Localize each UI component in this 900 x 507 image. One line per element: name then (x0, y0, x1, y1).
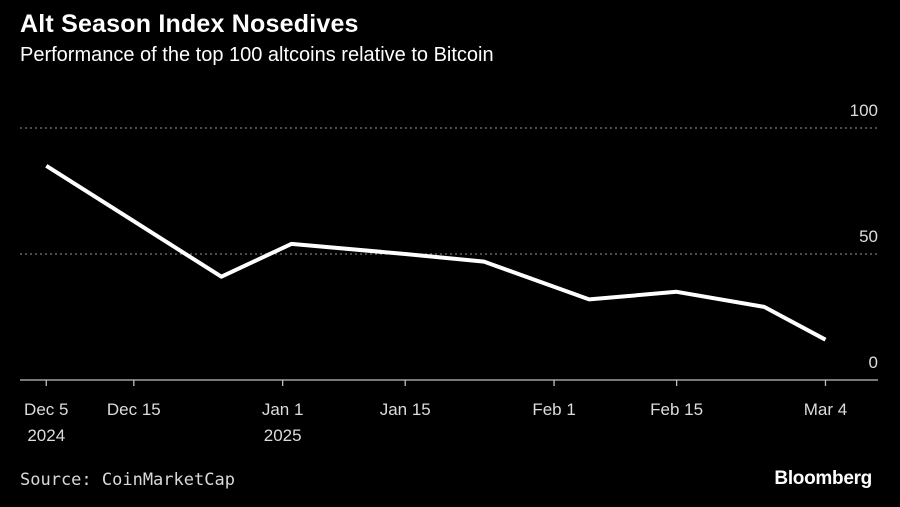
x-tick-year-label: 2024 (27, 426, 65, 445)
x-tick-label: Dec 15 (107, 400, 161, 419)
series-line (45, 164, 827, 342)
x-tick-label: Dec 5 (24, 400, 68, 419)
series-layer (45, 164, 827, 342)
x-tick-label: Jan 15 (380, 400, 431, 419)
x-tick-label: Jan 1 (262, 400, 304, 419)
y-tick-label: 0 (869, 353, 878, 372)
bloomberg-logo: Bloomberg (774, 468, 872, 489)
x-tick-label: Mar 4 (804, 400, 847, 419)
x-axis: Dec 5 2024 Dec 15 Jan 1 2025 Jan 15 Feb 1 Feb 1… (20, 379, 878, 445)
x-tick-label: Feb 15 (650, 400, 703, 419)
source-note: Source: CoinMarketCap (20, 470, 235, 490)
x-tick-label: Feb 1 (532, 400, 575, 419)
y-axis: 0 50 100 (850, 101, 878, 372)
chart-title: Alt Season Index Nosedives (20, 10, 359, 38)
grid-layer (20, 127, 878, 255)
y-tick-label: 50 (859, 227, 878, 246)
chart-subtitle: Performance of the top 100 altcoins rela… (20, 44, 494, 66)
x-tick-year-label: 2025 (264, 426, 302, 445)
y-tick-label: 100 (850, 101, 878, 120)
